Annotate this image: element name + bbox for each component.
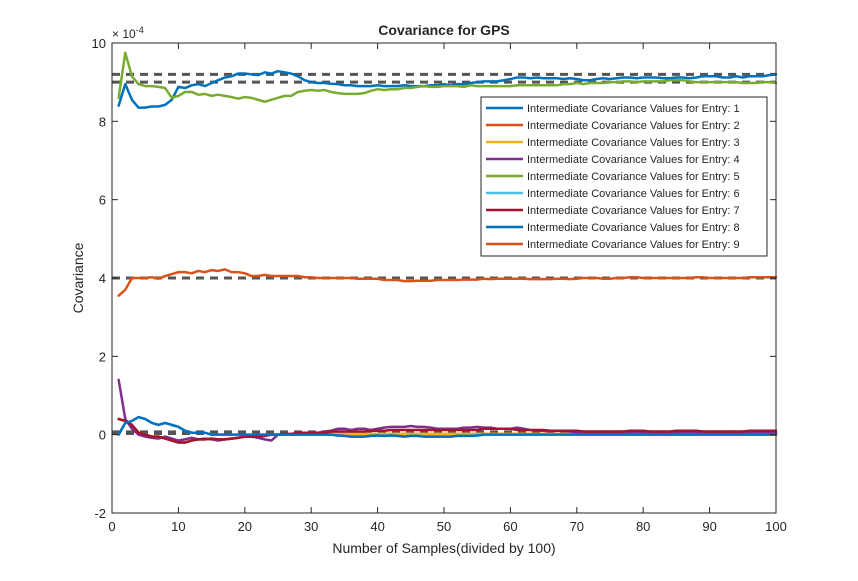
y-exponent-power: -4 (136, 25, 144, 35)
series-line-entry-5 (117, 51, 778, 103)
legend-label: Intermediate Covariance Values for Entry… (527, 188, 740, 200)
legend-label: Intermediate Covariance Values for Entry… (527, 103, 740, 115)
x-tick-label: 90 (702, 519, 716, 534)
y-exponent-label: × 10-4 (112, 25, 144, 41)
x-tick-label: 100 (765, 519, 787, 534)
y-tick-label: 2 (99, 349, 106, 364)
series-line-entry-7 (117, 417, 778, 444)
y-exponent-base: × 10 (112, 27, 136, 41)
legend-label: Intermediate Covariance Values for Entry… (527, 222, 740, 234)
legend-label: Intermediate Covariance Values for Entry… (527, 171, 740, 183)
x-tick-label: 70 (570, 519, 584, 534)
x-tick-label: 50 (437, 519, 451, 534)
legend-box (480, 96, 768, 257)
legend-label: Intermediate Covariance Values for Entry… (527, 120, 740, 132)
chart-title: Covariance for GPS (378, 22, 510, 38)
x-tick-label: 20 (238, 519, 252, 534)
x-tick-label: 0 (108, 519, 115, 534)
x-tick-label: 30 (304, 519, 318, 534)
y-axis-label: Covariance (70, 242, 86, 313)
y-tick-label: 8 (99, 114, 106, 129)
x-tick-label: 80 (636, 519, 650, 534)
x-ticks: 0 10 20 30 40 50 60 70 80 90 100 (108, 43, 787, 534)
series-lines (117, 51, 778, 444)
svg-text:× 10-4: × 10-4 (112, 25, 144, 41)
y-tick-label: -2 (94, 506, 106, 521)
legend-label: Intermediate Covariance Values for Entry… (527, 205, 740, 217)
legend-label: Intermediate Covariance Values for Entry… (527, 154, 740, 166)
legend: Intermediate Covariance Values for Entry… (480, 96, 768, 257)
legend-label: Intermediate Covariance Values for Entry… (527, 239, 740, 251)
y-tick-label: 10 (92, 36, 106, 51)
series-line-entry-8 (117, 415, 778, 438)
x-tick-label: 60 (503, 519, 517, 534)
x-tick-label: 10 (171, 519, 185, 534)
x-axis-label: Number of Samples(divided by 100) (332, 540, 555, 556)
series-line-entry-9 (117, 268, 778, 297)
y-ticks: -2 0 2 4 6 8 10 (92, 36, 776, 521)
x-tick-label: 40 (370, 519, 384, 534)
series-line-entry-1 (117, 69, 778, 109)
y-tick-label: 6 (99, 193, 106, 208)
legend-label: Intermediate Covariance Values for Entry… (527, 137, 740, 149)
y-tick-label: 0 (99, 428, 106, 443)
y-tick-label: 4 (99, 271, 106, 286)
